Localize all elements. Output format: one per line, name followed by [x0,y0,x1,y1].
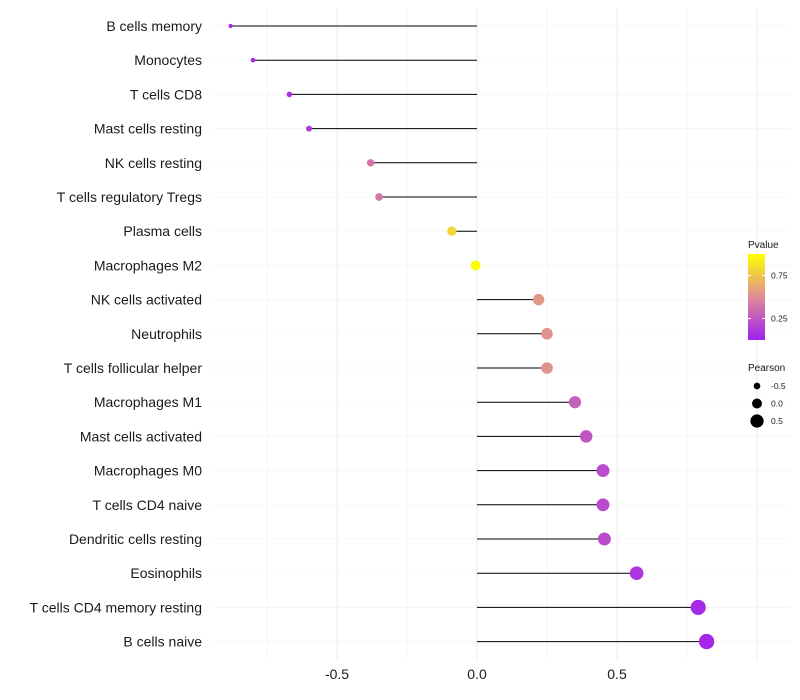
lollipop-point [447,226,457,236]
y-axis-labels: B cells memory Monocytes T cells CD8 Mast c… [30,18,203,650]
y-axis-label: Macrophages M2 [94,257,202,273]
lollipop-point [306,125,312,132]
x-tick-label: -0.5 [325,666,349,682]
pvalue-legend: Pvalue 0.25 0.75 [748,240,788,340]
lollipop-point [579,430,593,443]
y-axis-label: Dendritic cells resting [69,531,202,547]
lollipop-point [541,328,553,340]
lollipop-point [690,599,706,615]
lollipop-point [698,633,715,650]
pearson-key-label: -0.5 [771,381,786,391]
pearson-size-key [753,382,761,390]
stem-layer [230,25,707,643]
lollipop-point [597,532,611,546]
y-axis-label: Plasma cells [123,223,202,239]
y-axis-label: NK cells resting [105,155,202,171]
y-axis-label: T cells CD8 [130,86,202,102]
y-axis-label: T cells regulatory Tregs [57,189,202,205]
y-axis-label: B cells naive [123,634,202,650]
lollipop-point [470,260,481,271]
lollipop-point [629,566,644,581]
lollipop-point [250,57,256,63]
pearson-size-key [750,414,764,428]
y-axis-label: NK cells activated [91,292,202,308]
lollipop-point [366,159,375,167]
x-axis-ticks: -0.5 0.0 0.5 [325,666,627,682]
y-axis-label: Eosinophils [130,565,202,581]
colorbar-tick-label: 0.25 [771,314,788,324]
pearson-legend-title: Pearson [748,363,785,374]
y-axis-label: Macrophages M1 [94,394,202,410]
lollipop-point [596,498,610,512]
lollipop-point [568,396,582,409]
lollipop-point [375,193,383,201]
colorbar-tick-label: 0.75 [771,271,788,281]
y-axis-label: Macrophages M0 [94,463,202,479]
lollipop-point [596,464,610,478]
y-axis-label: T cells CD4 memory resting [30,599,202,615]
pearson-key-label: 0.0 [771,399,783,409]
point-layer [228,23,715,650]
pvalue-colorbar [748,254,765,340]
pearson-size-key [752,398,762,409]
y-axis-label: T cells follicular helper [64,360,203,376]
lollipop-point [532,293,545,306]
y-axis-label: B cells memory [106,18,202,34]
lollipop-point [541,362,553,374]
pearson-key-label: 0.5 [771,416,783,426]
y-axis-label: Mast cells activated [80,428,202,444]
pvalue-legend-title: Pvalue [748,240,779,251]
x-tick-label: 0.5 [607,666,627,682]
lollipop-point [286,91,293,98]
y-axis-label: Monocytes [134,52,202,68]
x-tick-label: 0.0 [467,666,487,682]
y-axis-label: T cells CD4 naive [93,497,203,513]
lollipop-point [228,23,233,29]
y-axis-label: Mast cells resting [94,121,202,137]
y-axis-label: Neutrophils [131,326,202,342]
pearson-legend: Pearson -0.5 0.0 0.5 [748,363,786,428]
